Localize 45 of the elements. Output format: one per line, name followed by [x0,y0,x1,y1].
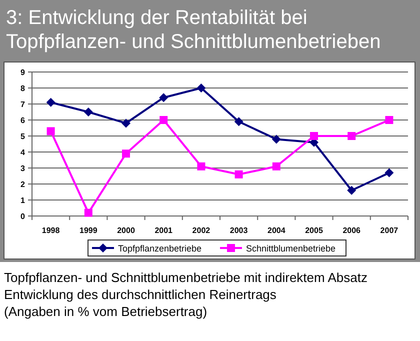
point [84,208,92,217]
legend-label: Topfpflanzenbetriebe [118,244,202,254]
point [347,186,356,195]
y-tick-label: 9 [20,68,26,77]
point [385,116,394,124]
text: Entwicklung des durchschnittlichen Reinertrags [4,287,277,302]
x-tick-label: 1999 [80,226,98,235]
y-tick-label: 1 [20,196,26,205]
y-tick-label: 8 [20,84,26,93]
point [310,132,318,140]
x-tick-label: 2007 [380,226,399,235]
y-tick-label: 3 [20,164,26,173]
point [84,108,93,116]
x-tick-label: 2000 [117,226,136,235]
y-tick-label: 0 [20,212,26,221]
point [159,93,168,102]
text: Topfpflanzen- und Schnittblumenbetriebe mit indirektem Absatz [4,270,368,285]
x-tick-label: 1998 [42,226,60,235]
x-tick-label: 2001 [154,226,174,235]
point [272,162,280,170]
point [348,132,356,140]
point [46,127,55,136]
x-tick-label: 2005 [305,226,324,235]
x-tick-label: 2003 [230,226,248,235]
y-tick-label: 5 [20,132,26,141]
point [160,116,168,124]
y-tick-label: 2 [20,180,26,189]
x-tick-label: 2002 [192,226,211,235]
point [384,168,394,178]
x-tick-label: 2004 [268,226,286,235]
text: (Angaben in % vom Betriebsertrag) [4,304,208,319]
point [196,84,206,92]
point [46,98,56,107]
point [122,118,130,128]
point [197,162,206,170]
x-tick-label: 2006 [342,226,362,235]
point [272,134,281,144]
point [122,150,130,158]
y-tick-label: 4 [20,148,26,157]
point [234,117,244,126]
legend-label: Schnittblumenbetriebe [246,244,336,254]
chart-title: 3: Entwicklung der Rentabilität bei Topfpflanzen- und Schnittblumenbetrieben [6,7,381,53]
y-tick-label: 7 [20,100,26,109]
point [234,170,243,178]
y-tick-label: 6 [20,116,26,125]
